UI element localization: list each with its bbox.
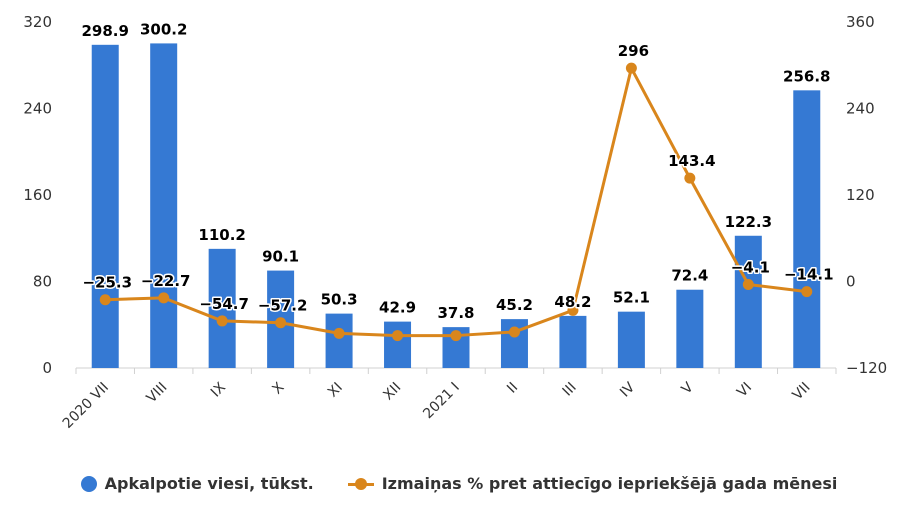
x-tick-label: XII <box>380 380 404 404</box>
y-right-tick-label: 360 <box>846 13 875 31</box>
bar <box>676 289 704 368</box>
legend-line-label: Izmaiņas % pret attiecīgo iepriekšējā ga… <box>381 474 838 493</box>
line-data-label: 296 <box>618 42 649 60</box>
line-data-label: −14.1 <box>784 266 834 284</box>
y-right-tick-label: 240 <box>846 100 875 118</box>
bar <box>91 44 119 368</box>
bar-data-label: 37.8 <box>437 304 474 322</box>
legend-bar-label: Apkalpotie viesi, tūkst. <box>104 474 314 493</box>
y-left-tick-label: 0 <box>42 359 52 377</box>
x-tick-label: X <box>269 379 287 397</box>
legend: Apkalpotie viesi, tūkst. Izmaiņas % pret… <box>0 474 918 493</box>
bar <box>734 235 762 368</box>
bar-data-label: 300.2 <box>140 20 187 38</box>
line-data-label: −57.2 <box>258 297 308 315</box>
line-data-label: −25.3 <box>82 274 132 292</box>
x-tick-label: VI <box>734 380 755 401</box>
line-data-label: −54.7 <box>199 295 249 313</box>
bar-data-label: 45.2 <box>496 296 533 314</box>
bar <box>208 248 236 368</box>
legend-line-swatch <box>347 476 374 492</box>
bar-data-label: 42.9 <box>379 299 416 317</box>
bar <box>793 90 821 369</box>
bar <box>384 321 412 368</box>
line-point <box>158 292 170 304</box>
x-tick-label: II <box>504 380 521 397</box>
y-right-tick-label: −120 <box>846 359 887 377</box>
line-point <box>625 62 637 74</box>
y-right-tick-label: 120 <box>846 186 875 204</box>
line-point <box>275 317 287 329</box>
legend-item-line[interactable]: Izmaiņas % pret attiecīgo iepriekšējā ga… <box>347 474 838 493</box>
bar-data-label: 90.1 <box>262 248 299 266</box>
line-point <box>508 326 520 338</box>
line-data-label: 143.4 <box>668 152 715 170</box>
bar <box>617 311 645 368</box>
legend-item-bars[interactable]: Apkalpotie viesi, tūkst. <box>80 474 314 493</box>
line-data-label: −22.7 <box>141 272 191 290</box>
bar-data-label: 122.3 <box>725 213 772 231</box>
x-tick-label: VIII <box>144 380 171 407</box>
line-point <box>567 304 579 316</box>
bar-data-label: 72.4 <box>671 267 708 285</box>
x-tick-label: XI <box>325 380 346 401</box>
y-left-tick-label: 320 <box>23 13 52 31</box>
x-tick-label: IX <box>208 379 229 400</box>
line-point <box>333 327 345 339</box>
bar <box>325 313 353 368</box>
x-tick-label: VII <box>790 380 814 404</box>
legend-bar-swatch <box>80 475 97 492</box>
bar-data-label: 110.2 <box>198 226 245 244</box>
bar-data-label: 256.8 <box>783 67 830 85</box>
x-tick-label: 2021 I <box>420 380 463 423</box>
y-left-tick-label: 160 <box>23 186 52 204</box>
y-left-tick-label: 80 <box>33 273 52 291</box>
x-tick-label: V <box>679 379 697 397</box>
bar-data-label: 48.2 <box>554 293 591 311</box>
x-tick-label: 2020 VII <box>60 380 112 432</box>
bar-data-label: 50.3 <box>321 291 358 309</box>
line-point <box>216 315 228 327</box>
bar <box>559 315 587 368</box>
bar-data-label: 298.9 <box>82 22 129 40</box>
x-tick-label: IV <box>617 379 638 400</box>
bar <box>150 43 178 368</box>
line-point <box>684 172 696 184</box>
line-point <box>392 330 404 342</box>
line-data-label: −4.1 <box>731 258 770 276</box>
y-right-tick-label: 0 <box>846 273 856 291</box>
y-left-tick-label: 240 <box>23 100 52 118</box>
line-point <box>801 286 813 298</box>
line-point <box>742 278 754 290</box>
x-tick-label: III <box>560 380 580 400</box>
line-point <box>450 330 462 342</box>
bar-data-label: 52.1 <box>613 289 650 307</box>
line-point <box>99 294 111 306</box>
